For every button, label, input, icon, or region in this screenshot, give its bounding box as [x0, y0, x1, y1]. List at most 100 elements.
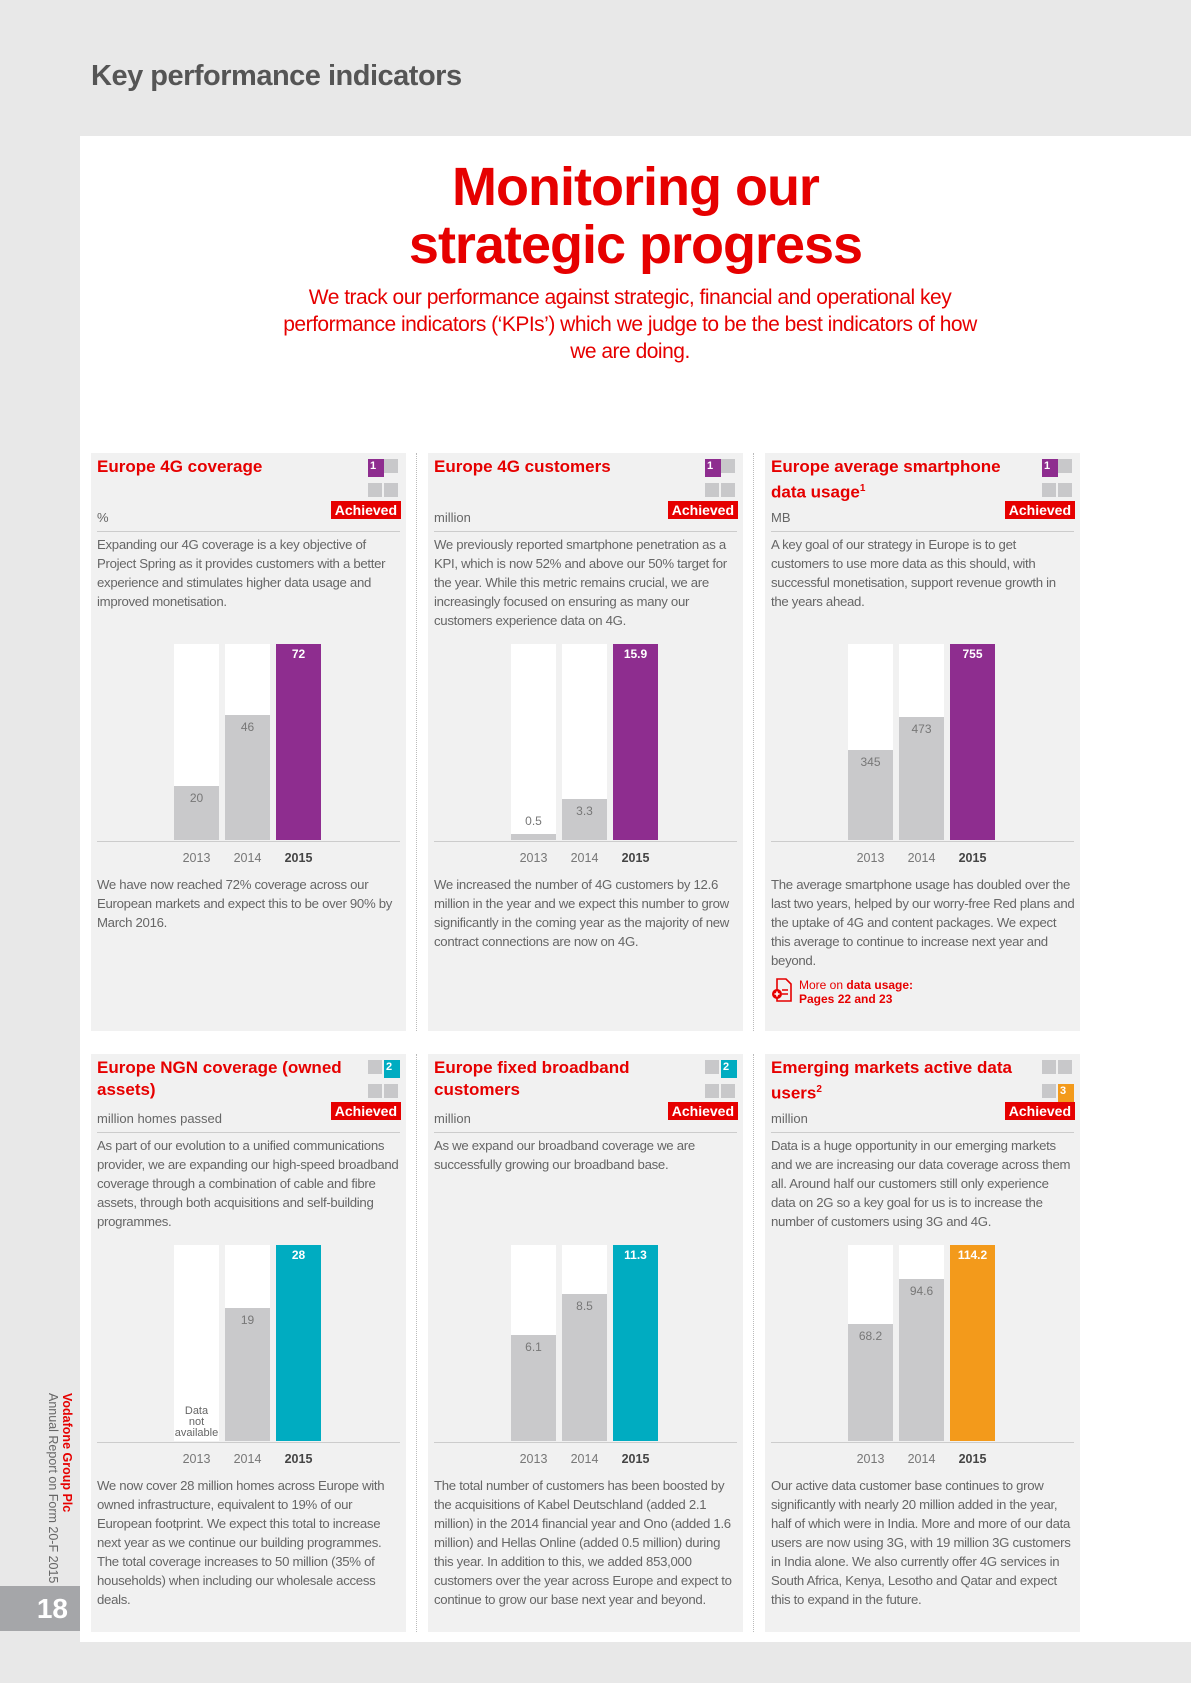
bar-label: 68.2 [858, 1328, 883, 1343]
kpi-bar-chart: Data not available 2013 19 2014 28 2015 [91, 1245, 406, 1466]
kpi-commentary: The total number of customers has been b… [434, 1478, 732, 1607]
bar [848, 1323, 893, 1441]
bar-column-2015: 15.9 [613, 644, 658, 840]
year-label: 2014 [233, 851, 262, 865]
bar [174, 785, 219, 840]
bar-label: 11.3 [624, 1248, 647, 1262]
bar-label: 94.6 [909, 1283, 934, 1298]
report-sidebar: Vodafone Group Plc Annual Report on Form… [44, 1393, 74, 1583]
bar-column-2013: 20 [174, 644, 219, 840]
chart-axis [434, 841, 737, 842]
year-label: 2013 [856, 851, 885, 865]
bar-column-2013: Data not available [174, 1245, 219, 1441]
pillar-1-icon: 1 [368, 459, 398, 497]
bar [511, 833, 556, 840]
bar-column-2014: 94.6 [899, 1245, 944, 1441]
bar [899, 717, 944, 840]
kpi-title: Europe 4G coverage [97, 457, 263, 476]
bar [848, 750, 893, 840]
year-label: 2015 [621, 1452, 650, 1466]
column-divider [753, 1054, 754, 1632]
column-divider [753, 453, 754, 1031]
bar-column-2015: 28 [276, 1245, 321, 1441]
kpi-card: 3 Emerging markets active data users2 mill… [765, 1054, 1080, 1632]
bar-label: 46 [240, 719, 255, 734]
kpi-bar-chart: 345 2013 473 2014 755 2015 [765, 644, 1080, 865]
kpi-unit: million [434, 510, 471, 525]
year-label: 2014 [570, 851, 599, 865]
pillar-2-icon: 2 [705, 1060, 737, 1098]
pillar-1-icon: 1 [705, 459, 735, 497]
year-label: 2014 [907, 1452, 936, 1466]
kpi-title: Europe fixed broadband customers [434, 1058, 630, 1099]
bar-label: 19 [240, 1313, 255, 1327]
kpi-description: A key goal of our strategy in Europe is … [771, 537, 1056, 609]
bar-label: 20 [189, 790, 204, 805]
bar-column-2014: 8.5 [562, 1245, 607, 1441]
year-label: 2015 [958, 1452, 987, 1466]
pillar-2-icon: 2 [368, 1060, 400, 1098]
bar-label: 114.2 [957, 1248, 988, 1262]
kpi-description: Data is a huge opportunity in our emergi… [771, 1138, 1071, 1229]
year-label: 2015 [284, 1452, 313, 1466]
bar [562, 1293, 607, 1441]
bar-column-2013: 345 [848, 644, 893, 840]
report-name: Annual Report on Form 20-F 2015 [46, 1393, 60, 1584]
bar-column-2015: 72 [276, 644, 321, 840]
year-label: 2013 [182, 851, 211, 865]
kpi-description: As we expand our broadband coverage we a… [434, 1138, 695, 1172]
pillar-3-icon: 3 [1042, 1060, 1074, 1102]
bar [276, 644, 321, 840]
bar-column-2013: 6.1 [511, 1245, 556, 1441]
kpi-commentary: We have now reached 72% coverage across … [97, 877, 393, 930]
divider [771, 531, 1074, 532]
bar-column-2013: 0.5 [511, 644, 556, 840]
section-header: Key performance indicators [91, 60, 462, 92]
document-plus-icon [772, 978, 792, 1002]
bar [950, 644, 995, 840]
bar-label: 473 [911, 722, 932, 737]
bar-label: 28 [291, 1248, 306, 1262]
year-label: 2014 [233, 1452, 262, 1466]
page-number: 18 [0, 1586, 80, 1631]
kpi-unit: million [771, 1111, 808, 1126]
kpi-card: 1 Europe average smartphone data usage1 MB… [765, 453, 1080, 1031]
year-label: 2013 [519, 1452, 548, 1466]
kpi-title: Europe NGN coverage (owned assets) [97, 1058, 342, 1099]
year-label: 2015 [284, 851, 313, 865]
bar-column-2014: 473 [899, 644, 944, 840]
kpi-card: 2 Europe NGN coverage (owned assets) milli… [91, 1054, 406, 1632]
company-name: Vodafone Group Plc [60, 1393, 74, 1513]
divider [97, 531, 400, 532]
kpi-card: 1 Europe 4G customers million Achieved We pr… [428, 453, 743, 1031]
bar-column-2014: 19 [225, 1245, 270, 1441]
bar [225, 714, 270, 840]
bar-label: 72 [291, 647, 306, 661]
kpi-commentary: We increased the number of 4G customers … [434, 877, 730, 949]
kpi-bar-chart: 20 2013 46 2014 72 2015 [91, 644, 406, 865]
bar-label: 6.1 [525, 1340, 542, 1355]
kpi-card: 2 Europe fixed broadband customers million… [428, 1054, 743, 1632]
page-title: Monitoring our strategic progress [80, 158, 1191, 274]
bar-column-2015: 755 [950, 644, 995, 840]
divider [771, 1132, 1074, 1133]
kpi-bar-chart: 6.1 2013 8.5 2014 11.3 2015 [428, 1245, 743, 1466]
bar-label: 345 [860, 755, 881, 770]
status-badge: Achieved [1004, 501, 1075, 519]
chart-axis [771, 841, 1074, 842]
chart-axis [771, 1442, 1074, 1443]
bar-column-2013: 68.2 [848, 1245, 893, 1441]
kpi-bar-chart: 68.2 2013 94.6 2014 114.2 2015 [765, 1245, 1080, 1466]
year-label: 2014 [570, 1452, 599, 1466]
year-label: 2015 [621, 851, 650, 865]
kpi-unit: million homes passed [97, 1111, 223, 1126]
bar [511, 1335, 556, 1441]
year-label: 2014 [907, 851, 936, 865]
status-badge: Achieved [1004, 1102, 1075, 1120]
column-divider [416, 1054, 417, 1632]
status-badge: Achieved [330, 501, 401, 519]
bar-column-2014: 3.3 [562, 644, 607, 840]
more-info-link[interactable]: More on data usage: Pages 22 and 23 [771, 978, 913, 1006]
kpi-title: Europe average smartphone data usage1 [771, 457, 1001, 502]
bar-label: 3.3 [576, 804, 593, 819]
